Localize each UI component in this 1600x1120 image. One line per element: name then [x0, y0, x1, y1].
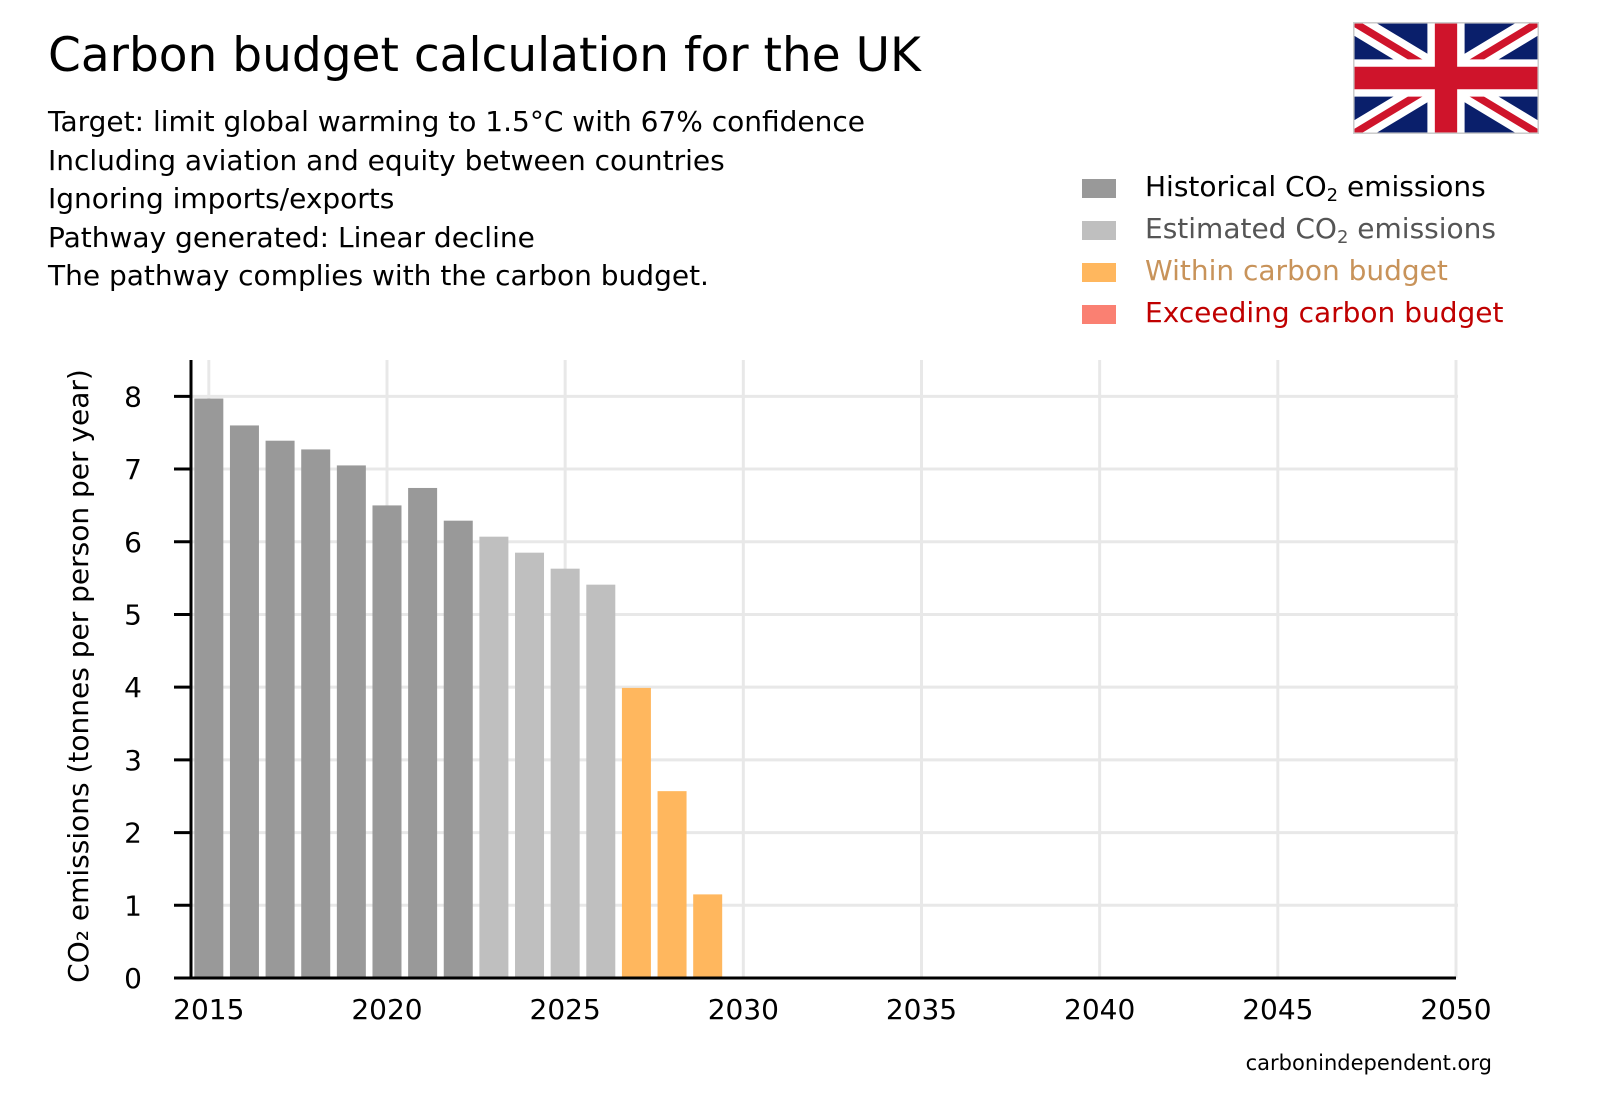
x-tick-label-2020: 2020 [351, 993, 422, 1026]
x-tick-label-2030: 2030 [708, 993, 779, 1026]
subtitle-scope: Including aviation and equity between co… [48, 143, 725, 177]
legend-label-estimated: Estimated CO2 emissions [1145, 212, 1497, 248]
subtitle-block: Target: limit global warming to 1.5°C wi… [48, 103, 865, 296]
y-tick-label-2: 2 [124, 817, 142, 850]
y-tick-label-8: 8 [124, 380, 142, 413]
legend-swatch-estimated [1082, 221, 1116, 240]
bar-2028 [657, 791, 687, 978]
bar-2020 [372, 505, 402, 978]
x-tick-label-2050: 2050 [1420, 993, 1491, 1026]
bar-layer [194, 398, 723, 979]
x-tick-label-2025: 2025 [530, 993, 601, 1026]
y-axis-label: CO₂ emissions (tonnes per person per yea… [62, 369, 95, 983]
tick-label-layer: 0 1 2 3 4 5 6 7 8 2015 2020 2025 2030 2035 2040 2045 205… [124, 380, 1491, 1026]
x-tick-label-2045: 2045 [1242, 993, 1313, 1026]
bar-2029 [693, 894, 723, 978]
legend-label-within-budget: Within carbon budget [1145, 254, 1448, 287]
y-tick-label-0: 0 [124, 962, 142, 995]
legend-swatch-exceeding-budget [1082, 305, 1116, 324]
legend-label-exceeding-budget: Exceeding carbon budget [1145, 296, 1504, 329]
bar-2024 [515, 552, 545, 978]
legend-swatch-historical [1082, 179, 1116, 198]
y-tick-label-4: 4 [124, 671, 142, 704]
bar-2027 [621, 687, 651, 978]
axis-layer [189, 360, 1456, 980]
y-tick-label-1: 1 [124, 889, 142, 922]
legend-swatch-within-budget [1082, 263, 1116, 282]
uk-flag-icon [1353, 22, 1539, 134]
bar-2017 [265, 440, 295, 979]
y-tick-label-6: 6 [124, 526, 142, 559]
flag-border [1353, 22, 1539, 134]
bar-2021 [408, 487, 438, 978]
bar-2016 [229, 425, 259, 978]
subtitle-target: Target: limit global warming to 1.5°C wi… [48, 105, 866, 138]
bar-2019 [336, 465, 366, 978]
bar-2026 [586, 584, 616, 978]
y-tick-label-3: 3 [124, 744, 142, 777]
legend-label-historical: Historical CO2 emissions [1145, 170, 1486, 206]
subtitle-imports: Ignoring imports/exports [48, 182, 395, 215]
x-tick-label-2035: 2035 [886, 993, 957, 1026]
bar-2022 [443, 520, 473, 978]
x-tick-label-2040: 2040 [1064, 993, 1135, 1026]
bar-2015 [194, 398, 224, 978]
y-tick-label-5: 5 [124, 598, 142, 631]
source-credit: carbonindependent.org [1245, 1051, 1492, 1075]
chart-title: Carbon budget calculation for the UK [48, 28, 921, 83]
subtitle-pathway: Pathway generated: Linear decline [48, 220, 535, 254]
bar-2023 [479, 536, 509, 978]
flag-cross-red [1353, 22, 1539, 134]
x-tick-label-2015: 2015 [173, 993, 244, 1026]
bar-2018 [301, 449, 331, 978]
y-tick-label-7: 7 [124, 453, 142, 486]
grid-layer [191, 360, 1458, 978]
bar-2025 [550, 568, 580, 978]
subtitle-compliance: The pathway complies with the carbon bud… [48, 259, 709, 292]
